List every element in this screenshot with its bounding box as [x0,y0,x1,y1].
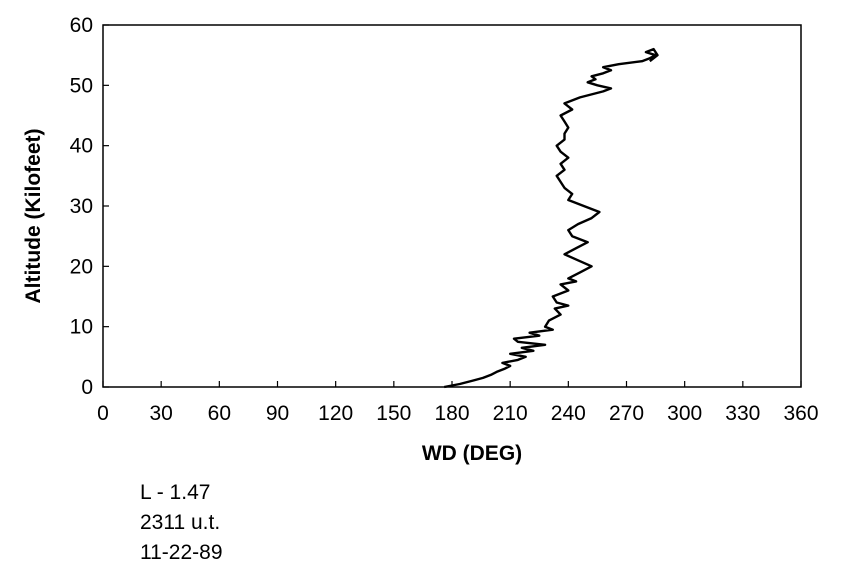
y-tick-label: 10 [70,316,93,339]
y-tick-label: 60 [70,14,93,37]
y-tick-label: 50 [70,74,93,97]
y-tick-label: 0 [81,376,93,399]
x-tick-label: 30 [149,402,172,425]
y-tick-label: 30 [70,195,93,218]
x-tick-label: 240 [551,402,586,425]
note-l-value: L - 1.47 [140,481,211,504]
x-tick-label: 90 [266,402,289,425]
wind-direction-profile-chart: 0 30 60 90 120 150 180 210 240 270 300 330 360 0 10 20… [22,14,819,465]
y-tick-label: 20 [70,255,93,278]
y-tick-label: 40 [70,135,93,158]
x-tick-label: 360 [783,402,818,425]
y-axis-ticks: 0 10 20 30 40 50 60 [70,14,109,399]
note-date: 11-22-89 [140,541,223,564]
flight-notes: L - 1.47 2311 u.t. 11-22-89 [140,478,223,568]
x-tick-label: 300 [667,402,702,425]
series-line-wind-direction [443,47,659,389]
x-tick-label: 0 [97,402,109,425]
x-tick-label: 210 [493,402,528,425]
y-axis-label: Altitude (Kilofeet) [22,129,45,304]
x-tick-label: 120 [318,402,353,425]
x-axis-ticks: 0 30 60 90 120 150 180 210 240 270 300 330 360 [97,381,819,425]
x-tick-label: 60 [208,402,231,425]
note-time: 2311 u.t. [140,511,221,534]
x-axis-label: WD (DEG) [422,442,522,465]
plot-area [102,24,802,388]
x-tick-label: 180 [434,402,469,425]
x-tick-label: 150 [376,402,411,425]
x-tick-label: 330 [725,402,760,425]
x-tick-label: 270 [609,402,644,425]
